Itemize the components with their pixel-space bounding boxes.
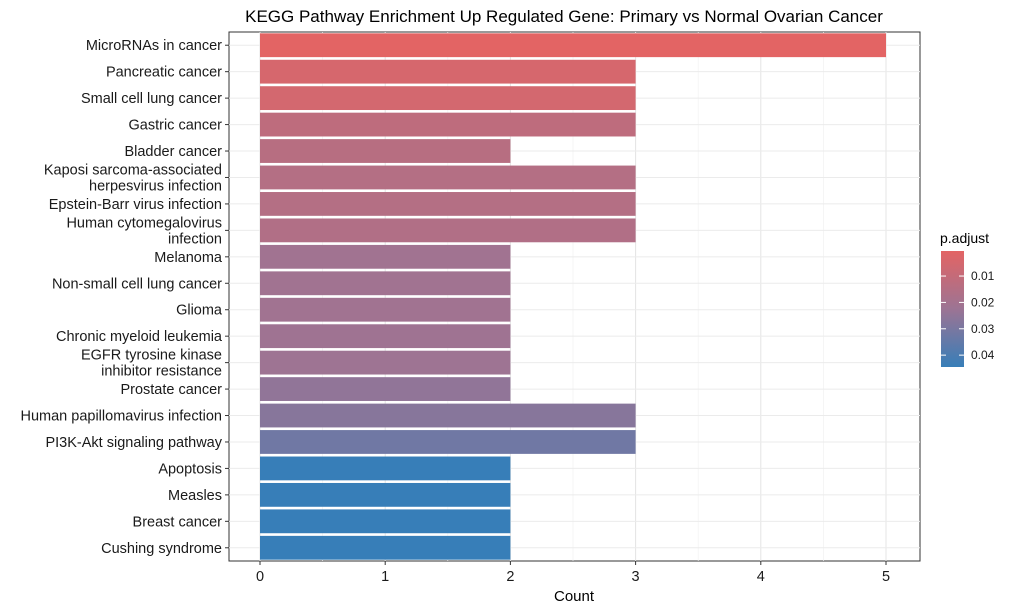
- x-tick-label: 3: [632, 569, 640, 585]
- x-tick-label: 1: [381, 569, 389, 585]
- chart-title: KEGG Pathway Enrichment Up Regulated Gen…: [245, 7, 883, 26]
- bar: [260, 403, 636, 428]
- bar: [260, 324, 511, 349]
- y-tick-label: Non-small cell lung cancer: [52, 276, 222, 292]
- bar: [260, 139, 511, 163]
- bar: [260, 456, 511, 481]
- bars-group: [260, 33, 886, 560]
- bar: [260, 244, 511, 269]
- x-tick-label: 0: [256, 569, 264, 585]
- y-tick-label: Apoptosis: [158, 461, 222, 477]
- x-tick-label: 4: [757, 569, 765, 585]
- y-tick-label: Small cell lung cancer: [81, 91, 222, 107]
- legend-tick-label: 0.04: [971, 348, 995, 362]
- y-tick-label: Human papillomavirus infection: [21, 409, 223, 425]
- bar: [260, 350, 511, 375]
- y-tick-label: Kaposi sarcoma-associated: [44, 162, 222, 178]
- legend-colorbar: [941, 251, 964, 367]
- color-legend: p.adjust 0.01 0.02 0.03 0.04: [940, 230, 995, 367]
- y-tick-label: EGFR tyrosine kinase: [81, 348, 222, 364]
- bar: [260, 33, 886, 58]
- bar: [260, 271, 511, 296]
- y-tick-label: PI3K-Akt signaling pathway: [45, 435, 222, 451]
- y-axis-labels: MicroRNAs in cancer Pancreatic cancer Smal…: [21, 38, 229, 557]
- y-tick-label: Bladder cancer: [124, 144, 222, 160]
- y-tick-label: Gastric cancer: [129, 118, 223, 134]
- bar: [260, 482, 511, 507]
- legend-tick-label: 0.02: [971, 295, 995, 309]
- y-tick-label: Cushing syndrome: [101, 541, 222, 557]
- bar: [260, 59, 636, 84]
- bar: [260, 192, 636, 216]
- y-tick-label: Melanoma: [154, 250, 223, 266]
- legend-title: p.adjust: [940, 230, 989, 246]
- y-tick-label: Breast cancer: [133, 514, 223, 530]
- y-tick-label: Glioma: [176, 303, 223, 319]
- y-tick-label: MicroRNAs in cancer: [86, 38, 222, 54]
- y-tick-label: inhibitor resistance: [101, 364, 222, 380]
- bar: [260, 509, 511, 534]
- y-tick-label: Chronic myeloid leukemia: [56, 329, 223, 345]
- legend-tick-label: 0.03: [971, 322, 995, 336]
- y-tick-label: Measles: [168, 488, 222, 504]
- x-tick-label: 5: [882, 569, 890, 585]
- bar: [260, 377, 511, 401]
- y-tick-label: Prostate cancer: [120, 382, 222, 398]
- bar: [260, 297, 511, 322]
- bar: [260, 165, 636, 190]
- plot-panel: [228, 31, 921, 562]
- x-axis-label: Count: [554, 588, 595, 605]
- y-tick-label: Human cytomegalovirus: [66, 215, 222, 231]
- y-tick-label: Pancreatic cancer: [106, 65, 222, 81]
- y-tick-label: Epstein-Barr virus infection: [49, 197, 222, 213]
- x-tick-label: 2: [506, 569, 514, 585]
- bar: [260, 218, 636, 243]
- bar: [260, 86, 636, 111]
- y-tick-label: infection: [168, 231, 222, 247]
- bar: [260, 430, 636, 454]
- legend-tick-label: 0.01: [971, 269, 995, 283]
- y-tick-label: herpesvirus infection: [89, 178, 222, 194]
- bar: [260, 535, 511, 560]
- x-axis-ticks: 0 1 2 3 4 5: [256, 561, 890, 585]
- legend-ticks: 0.01 0.02 0.03 0.04: [941, 269, 995, 362]
- bar: [260, 112, 636, 137]
